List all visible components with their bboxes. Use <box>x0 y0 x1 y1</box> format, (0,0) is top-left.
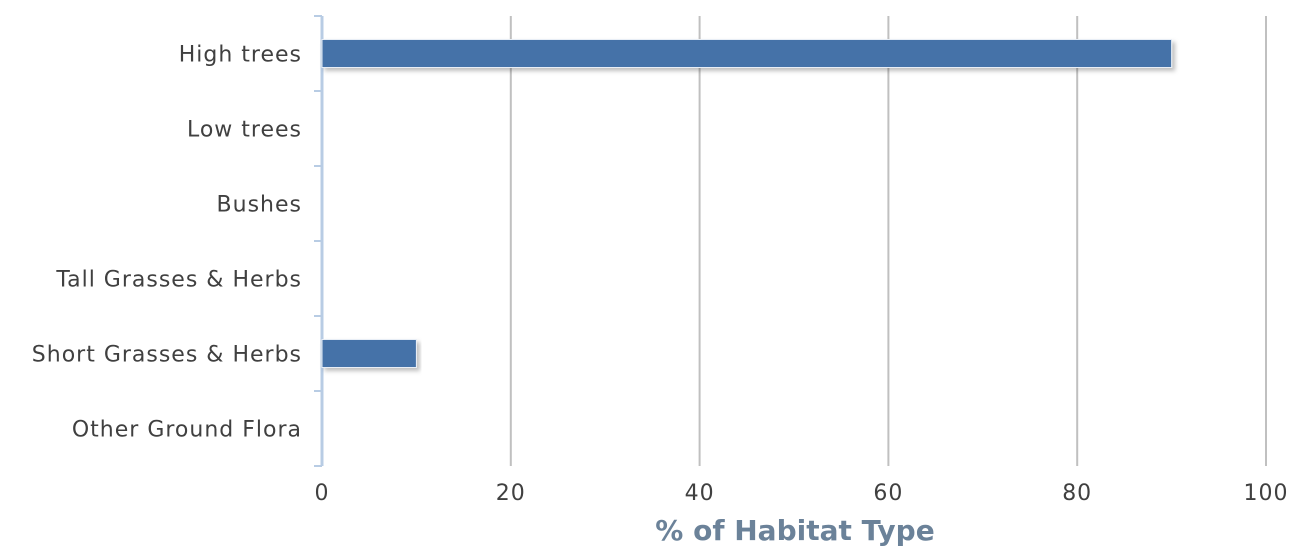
category-labels: High trees Low trees Bushes Tall Grasses & … <box>32 43 302 443</box>
x-tick-label-100: 100 <box>1244 481 1289 506</box>
x-tick-label-40: 40 <box>685 481 715 506</box>
category-label-short-grasses-herbs: Short Grasses & Herbs <box>32 343 302 368</box>
bar-high-trees <box>321 39 1173 68</box>
bar-short-grasses-herbs <box>321 339 417 368</box>
x-tick-label-0: 0 <box>315 481 330 506</box>
x-tick-label-80: 80 <box>1062 481 1092 506</box>
x-axis-title: % of Habitat Type <box>655 514 934 546</box>
gridlines <box>509 16 1267 466</box>
x-tick-label-60: 60 <box>873 481 903 506</box>
category-label-tall-grasses-herbs: Tall Grasses & Herbs <box>55 268 302 293</box>
y-axis <box>314 15 324 467</box>
category-label-other-ground-flora: Other Ground Flora <box>72 418 302 443</box>
bars <box>321 39 1173 368</box>
x-tick-label-20: 20 <box>496 481 526 506</box>
category-label-bushes: Bushes <box>217 193 302 218</box>
x-tick-labels: 0 20 40 60 80 100 <box>315 481 1289 506</box>
category-label-high-trees: High trees <box>179 43 302 68</box>
category-label-low-trees: Low trees <box>187 118 302 143</box>
